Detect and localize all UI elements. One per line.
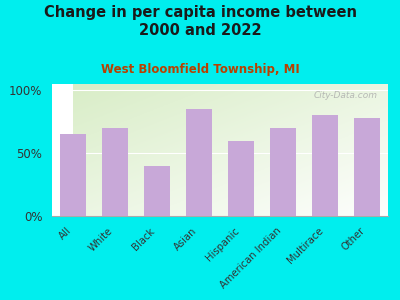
Bar	[186, 109, 212, 216]
Bar	[228, 141, 254, 216]
Bar	[60, 134, 86, 216]
Text: Change in per capita income between
2000 and 2022: Change in per capita income between 2000…	[44, 4, 356, 38]
Bar	[354, 118, 380, 216]
Bar	[270, 128, 296, 216]
Bar	[144, 166, 170, 216]
Bar	[102, 128, 128, 216]
Text: West Bloomfield Township, MI: West Bloomfield Township, MI	[101, 64, 299, 76]
Text: City-Data.com: City-Data.com	[314, 91, 378, 100]
Bar	[312, 116, 338, 216]
